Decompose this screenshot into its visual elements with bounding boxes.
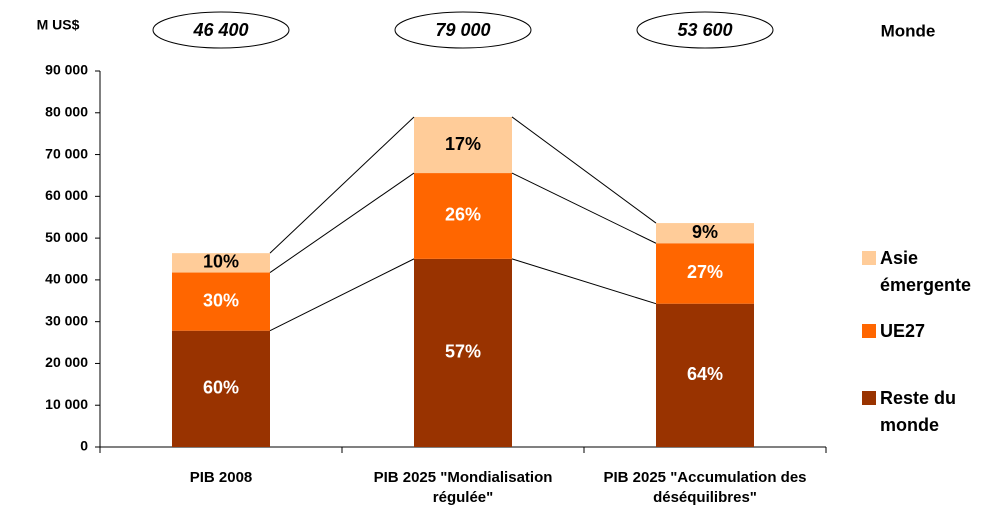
legend-swatch [862, 251, 876, 265]
connector [269, 116, 415, 254]
total-ellipse [152, 11, 290, 49]
total-label: 53 600 [677, 20, 732, 40]
x-tick-label: PIB 2025 "Mondialisation régulée" [373, 469, 553, 506]
data-label: 10% [203, 252, 239, 272]
legend-label: UE27 [880, 321, 926, 341]
data-label: 26% [445, 205, 481, 225]
y-tick-label: 0 [80, 438, 88, 454]
data-label: 57% [445, 342, 481, 362]
y-tick-label: 90 000 [45, 62, 88, 78]
y-tick-label: 20 000 [45, 354, 88, 370]
y-tick-label: 40 000 [45, 271, 88, 287]
total-label: 46 400 [192, 20, 248, 40]
x-tick-label: PIB 2008 [189, 469, 253, 486]
bar-segment [172, 272, 270, 331]
total-ellipse [394, 11, 532, 49]
total-ellipse [636, 11, 774, 49]
connector [269, 172, 415, 273]
y-tick-label: 70 000 [45, 145, 88, 161]
y-tick-label: 80 000 [45, 103, 88, 119]
bar-segment [656, 223, 754, 244]
data-label: 9% [692, 222, 718, 242]
bar-segment [172, 253, 270, 273]
data-label: 30% [203, 290, 239, 310]
bar-segment [172, 330, 270, 447]
bar-segment [414, 258, 512, 447]
legend-swatch [862, 391, 876, 405]
data-label: 27% [687, 262, 723, 282]
legend-label: Reste du monde [880, 388, 957, 435]
y-tick-label: 60 000 [45, 187, 88, 203]
connector [269, 258, 415, 332]
connector [511, 172, 657, 244]
y-tick-label: 50 000 [45, 229, 88, 245]
legend-swatch [862, 324, 876, 338]
legend-label: Asie émergente [880, 248, 972, 295]
connector [511, 116, 657, 224]
x-tick-label: PIB 2025 "Accumulation des déséquilibres… [603, 469, 807, 506]
bar-segment [656, 303, 754, 447]
total-label: 79 000 [435, 20, 490, 40]
bar-segment [656, 243, 754, 304]
data-label: 60% [203, 378, 239, 398]
bar-segment [414, 173, 512, 259]
data-label: 17% [445, 134, 481, 154]
connector [511, 258, 657, 305]
data-label: 64% [687, 364, 723, 384]
unit-label: M US$ [37, 17, 80, 33]
bar-segment [414, 116, 512, 174]
totals-title: Monde [881, 21, 936, 40]
y-tick-label: 10 000 [45, 396, 88, 412]
y-tick-label: 30 000 [45, 312, 88, 328]
